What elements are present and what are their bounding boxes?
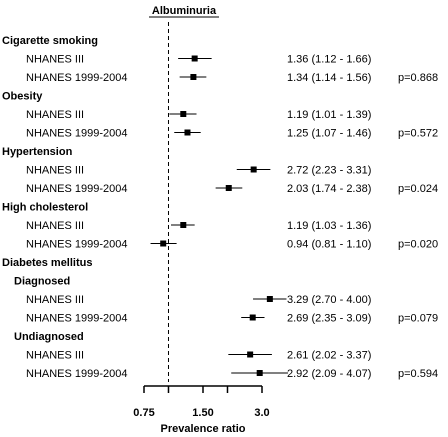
row-label: NHANES III xyxy=(26,220,84,232)
estimate-ci-text: 2.92 (2.09 - 4.07) xyxy=(287,368,371,380)
p-value: p=0.594 xyxy=(398,368,438,380)
subgroup-label: Diagnosed xyxy=(14,276,70,288)
x-axis-label: Prevalence ratio xyxy=(161,423,246,435)
point-estimate xyxy=(250,166,257,173)
row-label: NHANES III xyxy=(26,350,84,362)
row-label: NHANES 1999-2004 xyxy=(26,239,128,251)
point-estimate xyxy=(247,351,254,358)
p-value: p=0.024 xyxy=(398,183,438,195)
point-estimate xyxy=(190,74,197,80)
estimate-ci-text: 2.03 (1.74 - 2.38) xyxy=(287,183,371,195)
estimate-ci-text: 1.25 (1.07 - 1.46) xyxy=(287,128,371,140)
estimate-ci-text: 0.94 (0.81 - 1.10) xyxy=(287,239,371,251)
point-estimate xyxy=(225,185,232,191)
group-label: Cigarette smoking xyxy=(2,35,98,47)
estimate-ci-text: 1.36 (1.12 - 1.66) xyxy=(287,54,371,66)
estimate-ci-text: 1.19 (1.03 - 1.36) xyxy=(287,220,371,232)
p-value: p=0.020 xyxy=(398,239,438,251)
estimate-ci-text: 3.29 (2.70 - 4.00) xyxy=(287,294,371,306)
estimate-ci-text: 1.34 (1.14 - 1.56) xyxy=(287,72,371,84)
point-estimate xyxy=(249,314,256,321)
row-label: NHANES 1999-2004 xyxy=(26,183,128,195)
p-value: p=0.572 xyxy=(398,128,438,140)
row-label: NHANES 1999-2004 xyxy=(26,313,128,325)
group-label: Diabetes mellitus xyxy=(2,257,92,269)
estimate-ci-text: 2.61 (2.02 - 3.37) xyxy=(287,350,371,362)
subgroup-label: Undiagnosed xyxy=(14,331,84,343)
point-estimate xyxy=(266,296,273,302)
group-label: High cholesterol xyxy=(2,202,88,214)
point-estimate xyxy=(256,370,263,376)
point-estimate xyxy=(180,222,187,228)
row-label: NHANES III xyxy=(26,54,84,66)
p-value: p=0.079 xyxy=(398,313,438,325)
rows-layer: Cigarette smoking NHANES III 1.36 (1.12 - … xyxy=(2,22,438,382)
row-label: NHANES III xyxy=(26,165,84,177)
row-label: NHANES 1999-2004 xyxy=(26,72,128,84)
x-tick-label: 3.0 xyxy=(254,407,269,419)
point-estimate xyxy=(191,55,198,62)
x-axis: 0.75 1.50 3.0 xyxy=(133,385,270,419)
row-label: NHANES III xyxy=(26,294,84,306)
row-label: NHANES 1999-2004 xyxy=(26,368,128,380)
row-label: NHANES III xyxy=(26,109,84,121)
point-estimate xyxy=(160,240,167,247)
row-label: NHANES 1999-2004 xyxy=(26,128,128,140)
point-estimate xyxy=(184,129,191,136)
x-tick-label: 0.75 xyxy=(133,407,154,419)
p-value: p=0.868 xyxy=(398,72,438,84)
chart-title: Albuminuria xyxy=(152,5,217,17)
group-label: Obesity xyxy=(2,91,43,103)
estimate-ci-text: 2.69 (2.35 - 3.09) xyxy=(287,313,371,325)
x-tick-label: 1.50 xyxy=(192,407,213,419)
point-estimate xyxy=(180,111,187,117)
group-label: Hypertension xyxy=(2,146,73,158)
estimate-ci-text: 1.19 (1.01 - 1.39) xyxy=(287,109,371,121)
estimate-ci-text: 2.72 (2.23 - 3.31) xyxy=(287,165,371,177)
